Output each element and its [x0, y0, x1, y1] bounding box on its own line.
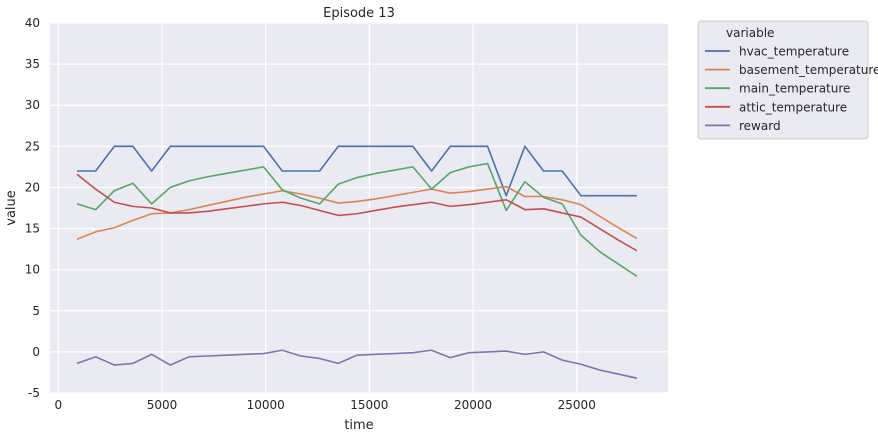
grid-lines: [50, 22, 668, 394]
series-line-attic-temperature: [76, 173, 638, 252]
y-tick-label: 40: [25, 16, 40, 30]
chart-title: Episode 13: [323, 6, 395, 21]
legend-label-attic-temperature: attic_temperature: [739, 100, 847, 114]
legend-box: [697, 20, 869, 140]
series-line-reward: [76, 349, 638, 379]
series-line-main-temperature: [76, 162, 638, 277]
x-tick-label: 25000: [558, 398, 596, 412]
y-tick-label: 30: [25, 98, 40, 112]
legend-title: variable: [726, 26, 774, 40]
legend-label-main-temperature: main_temperature: [739, 82, 850, 96]
y-tick-label: 25: [25, 139, 40, 153]
y-tick-label: 5: [32, 304, 40, 318]
x-tick-labels: 0 5000 10000 15000 20000 25000: [54, 398, 595, 412]
series-line-hvac-temperature: [76, 145, 637, 197]
x-tick-label: 15000: [350, 398, 388, 412]
legend: variable hvac_temperature basement_temper…: [697, 20, 878, 140]
legend-label-basement-temperature: basement_temperature: [739, 63, 878, 77]
y-tick-label: 10: [25, 263, 40, 277]
x-tick-label: 0: [54, 398, 62, 412]
y-tick-label: -5: [28, 386, 40, 400]
x-tick-label: 20000: [454, 398, 492, 412]
x-tick-label: 10000: [247, 398, 285, 412]
y-tick-labels: -5 0 5 10 15 20 25 30 35 40: [25, 16, 40, 400]
y-tick-label: 0: [32, 345, 40, 359]
y-tick-label: 35: [25, 57, 40, 71]
y-tick-label: 15: [25, 222, 40, 236]
series-lines: [76, 145, 638, 379]
legend-label-reward: reward: [739, 119, 781, 133]
x-tick-label: 5000: [147, 398, 178, 412]
legend-label-hvac-temperature: hvac_temperature: [739, 45, 849, 59]
y-axis-label: value: [4, 190, 19, 226]
x-axis-label: time: [344, 418, 373, 433]
y-tick-label: 20: [25, 180, 40, 194]
